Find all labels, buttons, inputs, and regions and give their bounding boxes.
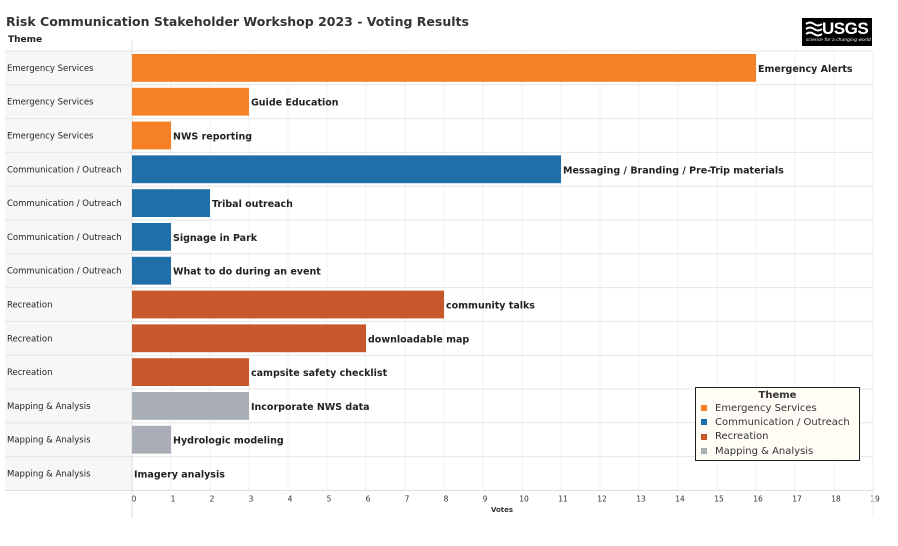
x-tick-label: 14 (675, 494, 685, 503)
bar-1 (132, 87, 249, 116)
legend-label: Mapping & Analysis (715, 445, 814, 457)
bar-0 (132, 54, 756, 82)
legend-swatch (701, 433, 707, 440)
bar-9 (132, 358, 249, 386)
bar-label: downloadable map (368, 334, 469, 345)
x-tick-label: 6 (366, 494, 371, 503)
bar-3 (132, 155, 561, 184)
x-tick-label: 17 (792, 494, 802, 503)
legend-swatch (701, 405, 707, 412)
bar-7 (132, 290, 444, 319)
row-theme-label: Recreation (7, 301, 52, 311)
legend-swatch (701, 448, 707, 455)
legend-title: Theme (758, 390, 797, 401)
legend-label: Emergency Services (715, 402, 817, 414)
row-theme-label: Emergency Services (7, 64, 94, 74)
x-tick-label: 19 (870, 494, 880, 503)
x-tick-label: 2 (210, 494, 215, 503)
x-tick-label: 13 (636, 494, 646, 503)
x-tick-label: 9 (483, 494, 488, 503)
row-theme-label: Mapping & Analysis (7, 470, 91, 480)
row-theme-label: Mapping & Analysis (7, 436, 91, 446)
x-tick-label: 18 (831, 494, 841, 503)
x-tick-label: 10 (519, 494, 529, 503)
x-tick-label: 15 (714, 494, 724, 503)
legend-item[interactable]: Mapping & Analysis (696, 444, 859, 458)
bar-label: NWS reporting (173, 132, 252, 143)
bar-label: Emergency Alerts (758, 64, 853, 75)
bar-5 (132, 223, 171, 251)
bar-2 (132, 121, 171, 150)
row-header: Theme (8, 35, 43, 45)
bar-label: Tribal outreach (212, 199, 293, 210)
row-theme-label: Recreation (7, 334, 52, 344)
row-theme-label: Emergency Services (7, 132, 94, 142)
legend-item[interactable]: Emergency Services (696, 401, 859, 415)
x-tick-label: 8 (444, 494, 449, 503)
row-theme-label: Mapping & Analysis (7, 402, 91, 412)
row-theme-label: Communication / Outreach (7, 199, 121, 209)
usgs-logo: USGS science for a changing world (802, 18, 872, 46)
bar-label: community talks (446, 301, 535, 312)
x-tick-label: 16 (753, 494, 763, 503)
bar-6 (132, 256, 171, 285)
bar-label: Hydrologic modeling (173, 436, 284, 447)
bar-label: Messaging / Branding / Pre-Trip material… (563, 165, 784, 176)
logo-text: USGS (822, 19, 869, 38)
row-theme-label: Communication / Outreach (7, 165, 121, 175)
bar-10 (132, 392, 249, 420)
x-tick-label: 0 (132, 494, 137, 503)
chart-title: Risk Communication Stakeholder Workshop … (6, 14, 469, 29)
bar-label: Signage in Park (173, 233, 258, 244)
x-tick-label: 3 (249, 494, 254, 503)
legend-item[interactable]: Recreation (696, 430, 859, 444)
x-tick-label: 11 (558, 494, 568, 503)
x-axis-title: Votes (491, 506, 513, 514)
row-theme-label: Recreation (7, 368, 52, 378)
bar-label: Incorporate NWS data (251, 402, 370, 413)
bar-label: Guide Education (251, 98, 339, 109)
logo-tagline: science for a changing world (806, 38, 871, 43)
legend-label: Communication / Outreach (715, 416, 850, 428)
legend-item[interactable]: Communication / Outreach (696, 415, 859, 429)
wave-icon (805, 21, 823, 37)
bar-label: campsite safety checklist (251, 368, 388, 379)
bar-8 (132, 324, 366, 353)
bar-4 (132, 189, 210, 217)
row-header-panel (5, 51, 132, 491)
x-tick-label: 7 (405, 494, 410, 503)
x-tick-label: 12 (597, 494, 607, 503)
legend-swatch (701, 419, 707, 426)
row-theme-label: Communication / Outreach (7, 233, 121, 243)
row-theme-label: Emergency Services (7, 98, 94, 108)
x-tick-label: 5 (327, 494, 332, 503)
bar-11 (132, 425, 171, 454)
bar-label: What to do during an event (173, 267, 321, 278)
bar-label: Imagery analysis (134, 470, 225, 481)
legend-label: Recreation (715, 431, 769, 443)
x-tick-label: 1 (171, 494, 176, 503)
x-tick-label: 4 (288, 494, 293, 503)
legend[interactable]: Theme Emergency Services Communication / … (695, 387, 860, 461)
row-theme-label: Communication / Outreach (7, 267, 121, 277)
